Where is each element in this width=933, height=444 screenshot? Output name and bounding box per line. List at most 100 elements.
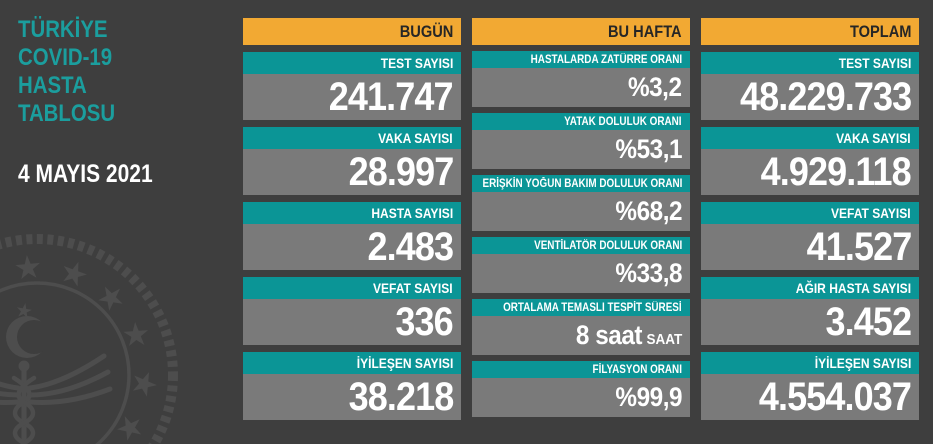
stat-label-text: HASTA SAYISI [371, 205, 453, 221]
stat-value: 41.527 [701, 224, 919, 270]
page-title: TÜRKİYE COVID-19 HASTA TABLOSU [18, 16, 178, 128]
stat-value: 4.929.118 [701, 149, 919, 195]
stat-hasta-sayisi-bugun: HASTA SAYISI 2.483 [243, 202, 461, 270]
stat-label: VENTİLATÖR DOLULUK ORANI [472, 237, 690, 254]
stat-value: 48.229.733 [701, 74, 919, 120]
stat-label-text: FİLYASYON ORANI [592, 363, 682, 376]
title-line-1: TÜRKİYE [18, 16, 108, 43]
stat-value: 28.997 [243, 149, 461, 195]
stat-vefat-sayisi-toplam: VEFAT SAYISI 41.527 [701, 202, 919, 270]
stat-value: 3.452 [701, 299, 919, 345]
stat-label: ORTALAMA TEMASLI TESPİT SÜRESİ [472, 299, 690, 316]
stat-value: %33,8 [472, 254, 690, 293]
title-line-2: COVID-19 [18, 44, 113, 71]
stat-label: VEFAT SAYISI [701, 202, 919, 224]
stat-label-text: İYİLEŞEN SAYISI [814, 355, 911, 371]
stat-test-sayisi-toplam: TEST SAYISI 48.229.733 [701, 52, 919, 120]
column-bu-hafta: BU HAFTA HASTALARDA ZATÜRRE ORANI %3,2 Y… [472, 18, 690, 420]
column-bugun: BUGÜN TEST SAYISI 241.747 VAKA SAYISI 28… [243, 18, 461, 420]
stat-value-text: 4.929.118 [760, 149, 912, 194]
stat-label-text: ERİŞKİN YOĞUN BAKIM DOLULUK ORANI [482, 177, 682, 190]
stat-label: HASTA SAYISI [243, 202, 461, 224]
stat-value: %3,2 [472, 68, 690, 107]
stat-value-text: 3.452 [825, 299, 911, 344]
stat-label: TEST SAYISI [243, 52, 461, 74]
stat-label: HASTALARDA ZATÜRRE ORANI [472, 51, 690, 68]
column-header-bu-hafta: BU HAFTA [472, 18, 690, 45]
stat-iyilesen-sayisi-toplam: İYİLEŞEN SAYISI 4.554.037 [701, 352, 919, 420]
stat-label: TEST SAYISI [701, 52, 919, 74]
stat-yatak-doluluk-orani: YATAK DOLULUK ORANI %53,1 [472, 113, 690, 169]
stat-yogun-bakim-doluluk-orani: ERİŞKİN YOĞUN BAKIM DOLULUK ORANI %68,2 [472, 175, 690, 231]
stat-label: VAKA SAYISI [243, 127, 461, 149]
title-line-4: TABLOSU [18, 100, 116, 127]
stat-value-text: 48.229.733 [739, 74, 912, 119]
stat-value-text: %53,1 [615, 134, 682, 164]
stat-value: 2.483 [243, 224, 461, 270]
stat-value-text: %68,2 [615, 196, 682, 226]
ministry-of-health-emblem-icon [0, 234, 178, 444]
stat-value-text: %33,8 [615, 258, 682, 288]
stat-vaka-sayisi-toplam: VAKA SAYISI 4.929.118 [701, 127, 919, 195]
stat-value: 8 saat SAAT [472, 316, 690, 355]
stat-label: İYİLEŞEN SAYISI [701, 352, 919, 374]
stat-label: VAKA SAYISI [701, 127, 919, 149]
stat-value-text: 28.997 [348, 149, 454, 194]
stat-value-text: 336 [395, 299, 454, 344]
stat-vefat-sayisi-bugun: VEFAT SAYISI 336 [243, 277, 461, 345]
stat-label: İYİLEŞEN SAYISI [243, 352, 461, 374]
column-header-label: BU HAFTA [608, 21, 682, 41]
stat-label-text: AĞIR HASTA SAYISI [795, 280, 911, 296]
stat-label: YATAK DOLULUK ORANI [472, 113, 690, 130]
stat-columns: BUGÜN TEST SAYISI 241.747 VAKA SAYISI 28… [243, 18, 919, 420]
column-header-label: BUGÜN [399, 21, 453, 41]
stat-label: VEFAT SAYISI [243, 277, 461, 299]
stat-label-text: ORTALAMA TEMASLI TESPİT SÜRESİ [503, 301, 682, 314]
stat-label-text: VAKA SAYISI [378, 130, 453, 146]
stat-label: AĞIR HASTA SAYISI [701, 277, 919, 299]
stat-label-text: VAKA SAYISI [836, 130, 911, 146]
stat-value-text: 2.483 [367, 224, 453, 269]
stat-filyasyon-orani: FİLYASYON ORANI %99,9 [472, 361, 690, 417]
stat-value: %68,2 [472, 192, 690, 231]
stat-ventilator-doluluk-orani: VENTİLATÖR DOLULUK ORANI %33,8 [472, 237, 690, 293]
stat-vaka-sayisi-bugun: VAKA SAYISI 28.997 [243, 127, 461, 195]
stat-value: 336 [243, 299, 461, 345]
column-header-label: TOPLAM [849, 21, 911, 41]
title-line-3: HASTA [18, 72, 87, 99]
stat-label: FİLYASYON ORANI [472, 361, 690, 378]
stat-value-text: 4.554.037 [758, 374, 912, 419]
stat-value-text: 8 saat [575, 320, 643, 350]
column-header-toplam: TOPLAM [701, 18, 919, 45]
report-date: 4 MAYIS 2021 [18, 160, 153, 188]
stat-value: %99,9 [472, 378, 690, 417]
stat-label-text: VEFAT SAYISI [373, 280, 453, 296]
stat-label-text: İYİLEŞEN SAYISI [356, 355, 453, 371]
stat-label-text: VENTİLATÖR DOLULUK ORANI [533, 239, 682, 252]
stat-label: ERİŞKİN YOĞUN BAKIM DOLULUK ORANI [472, 175, 690, 192]
stat-value: 38.218 [243, 374, 461, 420]
stat-test-sayisi-bugun: TEST SAYISI 241.747 [243, 52, 461, 120]
stat-value-text: %99,9 [615, 382, 682, 412]
column-header-bugun: BUGÜN [243, 18, 461, 45]
stat-value-text: 41.527 [806, 224, 912, 269]
stat-label-text: YATAK DOLULUK ORANI [564, 115, 682, 128]
stat-iyilesen-sayisi-bugun: İYİLEŞEN SAYISI 38.218 [243, 352, 461, 420]
stat-agir-hasta-sayisi-toplam: AĞIR HASTA SAYISI 3.452 [701, 277, 919, 345]
stat-value-text: 241.747 [329, 74, 454, 119]
stat-value: 4.554.037 [701, 374, 919, 420]
stat-value-text: 38.218 [348, 374, 454, 419]
stat-zaturre-orani: HASTALARDA ZATÜRRE ORANI %3,2 [472, 51, 690, 107]
stat-temasli-tespit-suresi: ORTALAMA TEMASLI TESPİT SÜRESİ 8 saat SAA… [472, 299, 690, 355]
stat-label-text: TEST SAYISI [838, 55, 911, 71]
stat-label-text: TEST SAYISI [380, 55, 453, 71]
stat-value-unit: SAAT [646, 331, 682, 348]
stat-label-text: HASTALARDA ZATÜRRE ORANI [530, 53, 682, 66]
sidebar: TÜRKİYE COVID-19 HASTA TABLOSU 4 MAYIS 2… [18, 16, 178, 189]
stat-value: %53,1 [472, 130, 690, 169]
column-toplam: TOPLAM TEST SAYISI 48.229.733 VAKA SAYIS… [701, 18, 919, 420]
stat-label-text: VEFAT SAYISI [831, 205, 911, 221]
stat-value-text: %3,2 [628, 72, 682, 102]
stat-value: 241.747 [243, 74, 461, 120]
